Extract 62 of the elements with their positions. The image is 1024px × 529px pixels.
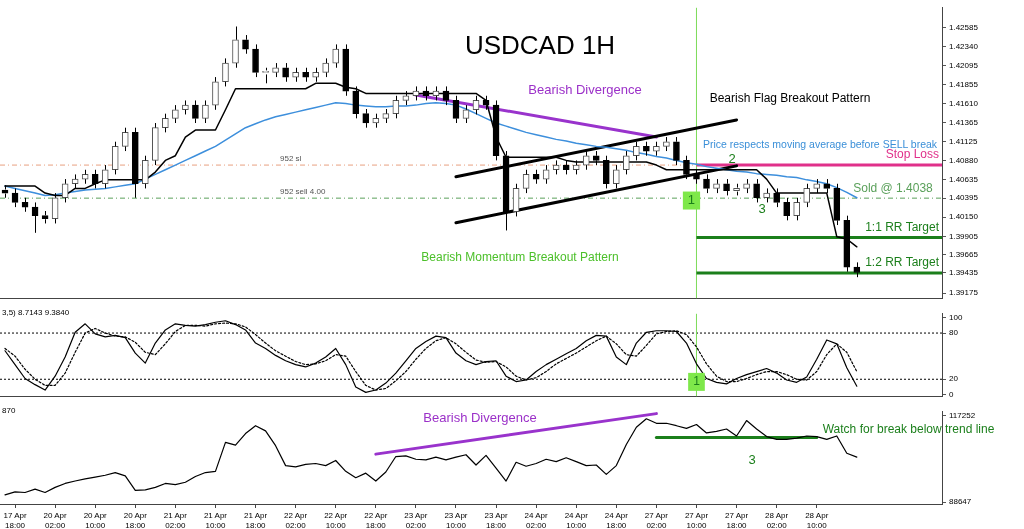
x-tick-label: 28 Apr 10:00 bbox=[805, 511, 829, 529]
ref-line-label: Stop Loss bbox=[885, 147, 939, 162]
text: USDCAD 1H bbox=[464, 30, 616, 61]
x-tick-label: 20 Apr 02:00 bbox=[43, 511, 68, 529]
x-tick-label: 28 Apr 02:00 bbox=[765, 511, 789, 529]
ref-line-label: 952 sell 4.00 bbox=[280, 187, 326, 197]
x-tick-label: 21 Apr 18:00 bbox=[243, 511, 268, 529]
y-tick-label: 20 bbox=[949, 374, 959, 384]
annotation: 2 bbox=[728, 150, 736, 166]
annotation: 3,5) 8.7143 9.3840 bbox=[2, 308, 70, 318]
y-tick-label: 1.39435 bbox=[949, 268, 979, 278]
ref-line-label: 952 sl bbox=[280, 154, 302, 164]
y-tick-label: 1.42585 bbox=[949, 22, 979, 32]
y-tick-label: 1.40150 bbox=[949, 212, 979, 222]
y-tick-label: 1.42095 bbox=[949, 61, 979, 71]
x-tick-label: 27 Apr 02:00 bbox=[644, 511, 669, 529]
y-tick-label: 1.41125 bbox=[949, 136, 978, 146]
annotation: 1 bbox=[693, 374, 701, 389]
y-tick-label: 1.41855 bbox=[949, 79, 979, 89]
x-tick-label: 27 Apr 10:00 bbox=[684, 511, 709, 529]
y-tick-label: 1.40395 bbox=[949, 193, 979, 203]
y-tick-label: 1.40635 bbox=[949, 174, 979, 184]
y-tick-label: 1.42340 bbox=[949, 41, 979, 51]
y-tick-label: 1.39905 bbox=[949, 231, 979, 241]
x-tick-label: 23 Apr 02:00 bbox=[404, 511, 428, 529]
x-tick-label: 22 Apr 18:00 bbox=[364, 511, 388, 529]
annotation: Watch for break below trend line bbox=[822, 421, 995, 436]
x-tick-label: 22 Apr 02:00 bbox=[284, 511, 308, 529]
x-tick-label: 24 Apr 18:00 bbox=[604, 511, 629, 529]
annotation: 3 bbox=[758, 200, 766, 216]
x-tick-label: 24 Apr 10:00 bbox=[564, 511, 589, 529]
annotation: Price respects moving average before SELL break bbox=[702, 137, 938, 150]
y-tick-label: 0 bbox=[949, 389, 954, 399]
x-tick-label: 20 Apr 10:00 bbox=[83, 511, 108, 529]
y-tick-label: 88647 bbox=[949, 497, 972, 507]
x-tick-label: 21 Apr 10:00 bbox=[203, 511, 228, 529]
y-tick-label: 1.39665 bbox=[949, 250, 979, 260]
annotation: Bearish Momentum Breakout Pattern bbox=[421, 250, 619, 265]
x-tick-label: 23 Apr 10:00 bbox=[444, 511, 468, 529]
annotation: Sold @ 1.4038 bbox=[853, 181, 934, 196]
y-tick-label: 1.41365 bbox=[949, 117, 979, 127]
x-tick-label: 20 Apr 18:00 bbox=[123, 511, 148, 529]
x-tick-label: 21 Apr 02:00 bbox=[163, 511, 188, 529]
x-tick-label: 27 Apr 18:00 bbox=[724, 511, 749, 529]
x-tick-label: 17 Apr 18:00 bbox=[3, 511, 27, 529]
annotation: Bearish Flag Breakout Pattern bbox=[709, 91, 871, 106]
y-tick-label: 1.39175 bbox=[949, 288, 979, 298]
y-tick-label: 1.41610 bbox=[949, 98, 979, 108]
annotation: 870 bbox=[2, 406, 16, 416]
ref-line-label: 1:2 RR Target bbox=[865, 255, 940, 270]
annotation: 1 bbox=[687, 192, 696, 208]
y-tick-label: 117252 bbox=[949, 410, 976, 420]
ref-line-label: 1:1 RR Target bbox=[865, 219, 940, 234]
y-tick-label: 1.40880 bbox=[949, 155, 979, 165]
x-tick-label: 23 Apr 18:00 bbox=[484, 511, 508, 529]
annotation: Bearish Divergence bbox=[528, 81, 642, 97]
y-tick-label: 100 bbox=[949, 312, 963, 322]
x-tick-label: 22 Apr 10:00 bbox=[324, 511, 348, 529]
x-tick-label: 24 Apr 02:00 bbox=[524, 511, 549, 529]
annotation: Bearish Divergence bbox=[423, 409, 537, 425]
annotation: 3 bbox=[748, 451, 756, 467]
y-tick-label: 80 bbox=[949, 328, 959, 338]
